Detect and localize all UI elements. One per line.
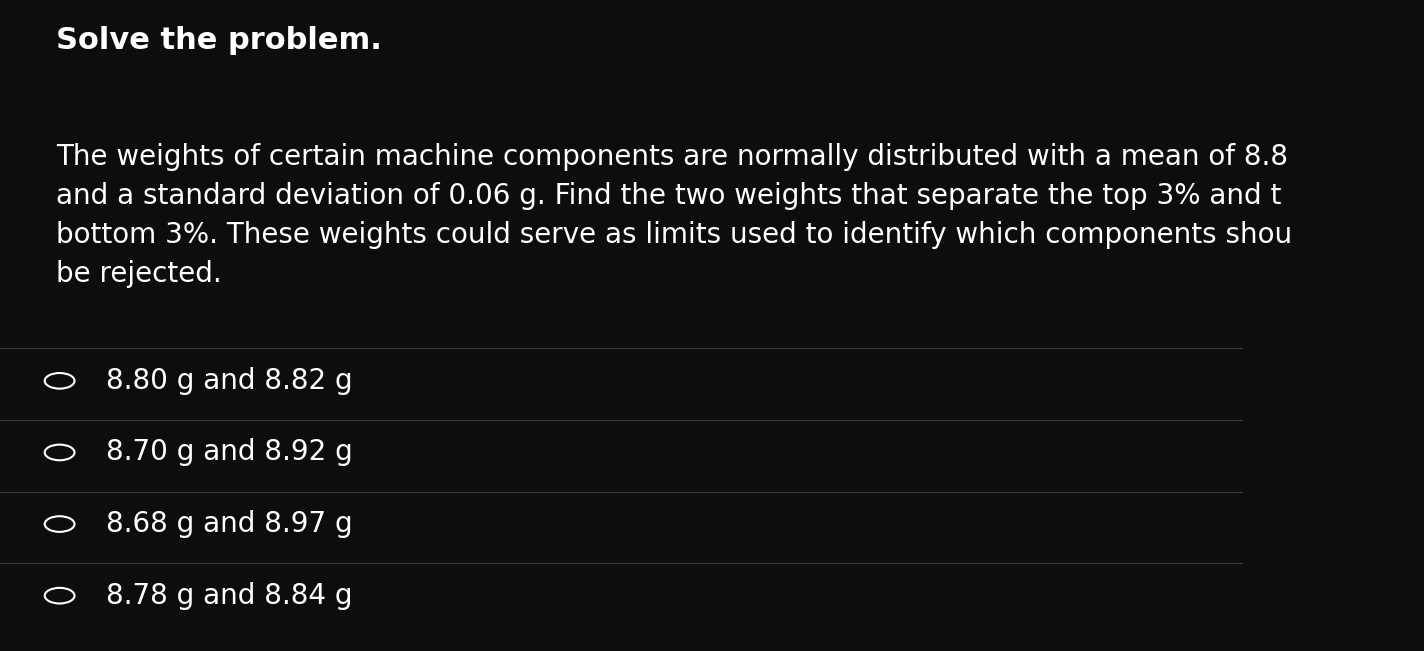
Text: Solve the problem.: Solve the problem. — [56, 26, 382, 55]
Text: 8.78 g and 8.84 g: 8.78 g and 8.84 g — [105, 581, 352, 610]
Text: 8.68 g and 8.97 g: 8.68 g and 8.97 g — [105, 510, 352, 538]
Text: 8.70 g and 8.92 g: 8.70 g and 8.92 g — [105, 438, 352, 467]
Text: 8.80 g and 8.82 g: 8.80 g and 8.82 g — [105, 367, 352, 395]
Text: The weights of certain machine components are normally distributed with a mean o: The weights of certain machine component… — [56, 143, 1292, 288]
